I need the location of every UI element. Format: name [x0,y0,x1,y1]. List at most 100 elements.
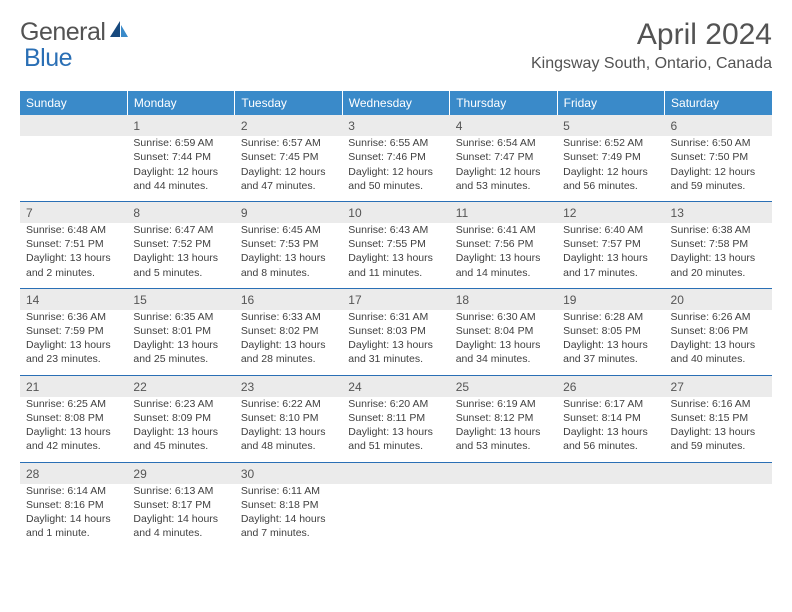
sunrise: Sunrise: 6:28 AM [563,310,658,324]
day-number: 14 [20,289,127,310]
day-cell: Sunrise: 6:17 AMSunset: 8:14 PMDaylight:… [557,397,664,462]
day-number: 15 [127,289,234,310]
daylight: Daylight: 13 hours and 11 minutes. [348,251,443,279]
daylight: Daylight: 12 hours and 47 minutes. [241,165,336,193]
day-number: 6 [665,115,772,136]
day-number: 9 [235,202,342,223]
daylight: Daylight: 13 hours and 48 minutes. [241,425,336,453]
daynum-row: 282930 [20,463,772,484]
sunrise: Sunrise: 6:48 AM [26,223,121,237]
sail-icon [108,19,130,46]
sunset: Sunset: 8:06 PM [671,324,766,338]
day-cell: Sunrise: 6:26 AMSunset: 8:06 PMDaylight:… [665,310,772,375]
day-cell: Sunrise: 6:28 AMSunset: 8:05 PMDaylight:… [557,310,664,375]
daynum-row: 123456 [20,115,772,136]
day-number: 19 [557,289,664,310]
day-cell: Sunrise: 6:11 AMSunset: 8:18 PMDaylight:… [235,484,342,549]
content-row: Sunrise: 6:48 AMSunset: 7:51 PM Daylight:… [20,223,772,288]
day-header: Tuesday [235,91,342,115]
day-cell: Sunrise: 6:41 AMSunset: 7:56 PMDaylight:… [450,223,557,288]
day-cell: Sunrise: 6:54 AMSunset: 7:47 PMDaylight:… [450,136,557,201]
day-cell [342,484,449,549]
day-number: 29 [127,463,234,484]
sunset: Sunset: 7:49 PM [563,150,658,164]
day-number [450,463,557,484]
sunrise: Sunrise: 6:26 AM [671,310,766,324]
content-row: Sunrise: 6:25 AMSunset: 8:08 PMDaylight:… [20,397,772,462]
sunrise: Sunrise: 6:55 AM [348,136,443,150]
day-cell: Sunrise: 6:14 AMSunset: 8:16 PMDaylight:… [20,484,127,549]
day-header-row: SundayMondayTuesdayWednesdayThursdayFrid… [20,91,772,115]
daynum-row: 78910111213 [20,202,772,223]
location: Kingsway South, Ontario, Canada [531,55,772,73]
sunset: Sunset: 7:52 PM [133,237,228,251]
sunrise: Sunrise: 6:33 AM [241,310,336,324]
day-number: 12 [557,202,664,223]
sunrise: Sunrise: 6:59 AM [133,136,228,150]
day-number: 13 [665,202,772,223]
daylight: Daylight: 13 hours and 28 minutes. [241,338,336,366]
calendar-table: SundayMondayTuesdayWednesdayThursdayFrid… [20,91,772,548]
daylight: Daylight: 13 hours and 25 minutes. [133,338,228,366]
sunset: Sunset: 8:05 PM [563,324,658,338]
daylight: Daylight: 14 hours and 4 minutes. [133,512,228,540]
day-number: 17 [342,289,449,310]
day-header: Thursday [450,91,557,115]
sunrise: Sunrise: 6:31 AM [348,310,443,324]
day-cell: Sunrise: 6:47 AMSunset: 7:52 PMDaylight:… [127,223,234,288]
daylight: Daylight: 12 hours and 44 minutes. [133,165,228,193]
sunset: Sunset: 8:14 PM [563,411,658,425]
day-number [557,463,664,484]
sunrise: Sunrise: 6:22 AM [241,397,336,411]
sunset: Sunset: 8:18 PM [241,498,336,512]
sunset: Sunset: 8:03 PM [348,324,443,338]
day-number: 24 [342,376,449,397]
sunset: Sunset: 8:02 PM [241,324,336,338]
sunset: Sunset: 7:47 PM [456,150,551,164]
day-cell: Sunrise: 6:45 AMSunset: 7:53 PMDaylight:… [235,223,342,288]
day-header: Monday [127,91,234,115]
sunset: Sunset: 7:50 PM [671,150,766,164]
day-number [20,115,127,136]
day-cell: Sunrise: 6:40 AMSunset: 7:57 PMDaylight:… [557,223,664,288]
sunset: Sunset: 7:53 PM [241,237,336,251]
header: General April 2024 Kingsway South, Ontar… [20,18,772,73]
content-row: Sunrise: 6:14 AMSunset: 8:16 PMDaylight:… [20,484,772,549]
day-cell [450,484,557,549]
day-number: 4 [450,115,557,136]
sunrise: Sunrise: 6:50 AM [671,136,766,150]
page: General April 2024 Kingsway South, Ontar… [0,0,792,566]
logo-word2-wrap: Blue [24,44,72,73]
day-cell: Sunrise: 6:31 AMSunset: 8:03 PMDaylight:… [342,310,449,375]
day-cell: Sunrise: 6:30 AMSunset: 8:04 PMDaylight:… [450,310,557,375]
day-number: 18 [450,289,557,310]
daylight: Daylight: 13 hours and 23 minutes. [26,338,121,366]
daylight: Daylight: 13 hours and 56 minutes. [563,425,658,453]
day-cell: Sunrise: 6:48 AMSunset: 7:51 PMDaylight:… [20,223,127,288]
day-number: 2 [235,115,342,136]
daylight: Daylight: 13 hours and 34 minutes. [456,338,551,366]
sunrise: Sunrise: 6:40 AM [563,223,658,237]
day-number [665,463,772,484]
sunrise: Sunrise: 6:17 AM [563,397,658,411]
daylight: Daylight: 12 hours and 59 minutes. [671,165,766,193]
day-number: 5 [557,115,664,136]
sunrise: Sunrise: 6:20 AM [348,397,443,411]
day-cell: Sunrise: 6:38 AMSunset: 7:58 PMDaylight:… [665,223,772,288]
day-cell: Sunrise: 6:50 AMSunset: 7:50 PMDaylight:… [665,136,772,201]
day-cell: Sunrise: 6:19 AMSunset: 8:12 PMDaylight:… [450,397,557,462]
sunrise: Sunrise: 6:47 AM [133,223,228,237]
day-cell [20,136,127,201]
sunset: Sunset: 7:44 PM [133,150,228,164]
day-number: 27 [665,376,772,397]
sunrise: Sunrise: 6:41 AM [456,223,551,237]
sunset: Sunset: 7:51 PM [26,237,121,251]
day-cell: Sunrise: 6:55 AMSunset: 7:46 PMDaylight:… [342,136,449,201]
title-block: April 2024 Kingsway South, Ontario, Cana… [531,18,772,73]
day-cell: Sunrise: 6:33 AMSunset: 8:02 PMDaylight:… [235,310,342,375]
daylight: Daylight: 13 hours and 17 minutes. [563,251,658,279]
sunset: Sunset: 7:45 PM [241,150,336,164]
day-number: 20 [665,289,772,310]
sunrise: Sunrise: 6:54 AM [456,136,551,150]
day-cell: Sunrise: 6:59 AMSunset: 7:44 PMDaylight:… [127,136,234,201]
